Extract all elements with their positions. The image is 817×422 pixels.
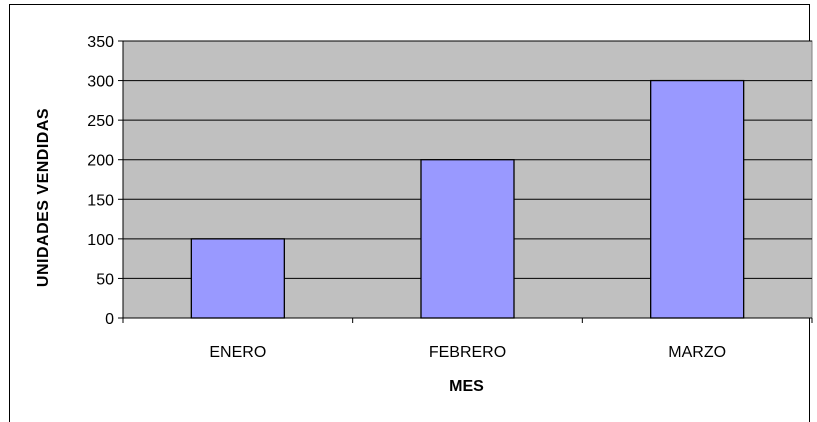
- x-tick-label: ENERO: [209, 344, 266, 361]
- bars: [190, 79, 745, 319]
- bar-febrero: [420, 159, 515, 319]
- bar-marzo: [650, 79, 745, 319]
- x-tick-label: FEBRERO: [429, 344, 506, 361]
- x-axis-ticks: ENERO FEBRERO MARZO: [122, 318, 813, 361]
- y-tick-label: 250: [87, 113, 114, 130]
- x-axis-title: MES: [449, 378, 484, 395]
- x-tick-label: MARZO: [668, 344, 726, 361]
- y-tick-label: 200: [87, 153, 114, 170]
- y-tick-label: 100: [87, 232, 114, 249]
- y-tick-label: 0: [105, 311, 114, 328]
- y-tick-label: 350: [87, 34, 114, 51]
- y-axis-title: UNIDADES VENDIDAS: [35, 108, 52, 287]
- bar-enero: [190, 238, 285, 319]
- y-tick-label: 150: [87, 192, 114, 209]
- y-tick-label: 50: [96, 271, 114, 288]
- y-tick-label: 300: [87, 74, 114, 91]
- y-axis-ticks: 0 50 100 150 200 250 300 350: [87, 34, 123, 328]
